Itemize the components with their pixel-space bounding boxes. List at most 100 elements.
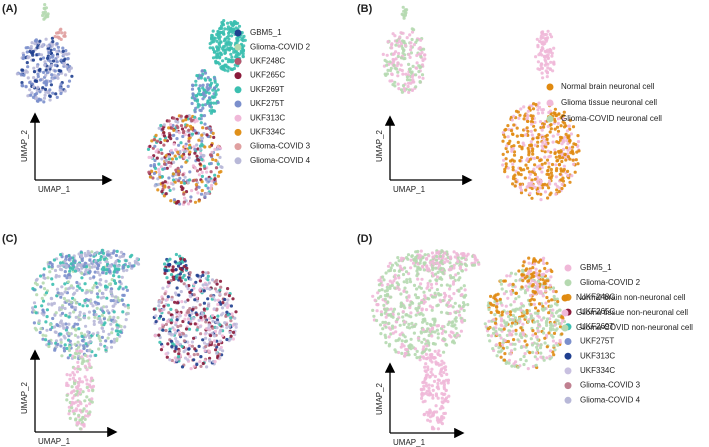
cell-point bbox=[33, 281, 38, 285]
x-axis-label: UMAP_1 bbox=[393, 185, 426, 194]
cell-point bbox=[33, 39, 38, 43]
cell-point bbox=[443, 260, 447, 264]
cell-point bbox=[536, 309, 540, 313]
cell-point bbox=[62, 63, 66, 67]
cell-point bbox=[201, 153, 205, 157]
cell-point bbox=[399, 345, 403, 349]
cell-point bbox=[39, 285, 43, 289]
cell-point bbox=[176, 325, 180, 329]
cell-point bbox=[420, 340, 424, 344]
cell-point bbox=[418, 46, 422, 50]
cell-point bbox=[536, 140, 540, 144]
cell-point bbox=[43, 276, 47, 280]
cell-point bbox=[67, 348, 71, 353]
cell-point bbox=[435, 416, 439, 420]
cell-point bbox=[529, 140, 533, 144]
cell-point bbox=[451, 282, 455, 286]
cell-point bbox=[551, 140, 555, 144]
cell-point bbox=[201, 283, 205, 287]
cell-point bbox=[223, 303, 227, 307]
cell-point bbox=[394, 57, 398, 61]
cell-point bbox=[206, 83, 210, 87]
cell-point bbox=[178, 342, 182, 346]
cell-point bbox=[536, 311, 540, 316]
cell-point bbox=[227, 294, 231, 298]
cell-point bbox=[188, 290, 192, 294]
cell-point bbox=[112, 270, 116, 274]
cell-point bbox=[111, 304, 115, 308]
cell-point bbox=[213, 86, 217, 90]
cell-point bbox=[66, 356, 70, 360]
cell-point bbox=[388, 68, 393, 73]
cell-point bbox=[156, 177, 160, 181]
cell-point bbox=[571, 162, 576, 166]
cell-point bbox=[74, 315, 78, 319]
cell-point bbox=[491, 347, 495, 351]
cell-point bbox=[42, 267, 46, 271]
cell-point bbox=[462, 308, 466, 313]
cell-point bbox=[67, 315, 71, 319]
cell-point bbox=[421, 313, 425, 317]
cell-point bbox=[15, 72, 19, 76]
cell-point bbox=[208, 338, 212, 342]
cell-point bbox=[104, 279, 108, 283]
cell-point bbox=[173, 260, 177, 264]
cell-point bbox=[446, 400, 450, 404]
cell-point bbox=[115, 339, 119, 343]
cell-point bbox=[438, 254, 443, 258]
cell-point bbox=[178, 272, 182, 276]
cell-point bbox=[158, 137, 162, 141]
cell-point bbox=[528, 293, 533, 298]
cell-point bbox=[193, 347, 197, 351]
cell-point bbox=[41, 337, 45, 341]
cell-point bbox=[176, 125, 180, 130]
cell-point bbox=[206, 100, 210, 104]
cell-point bbox=[453, 323, 457, 327]
cell-point bbox=[211, 157, 215, 162]
cell-point bbox=[210, 179, 214, 183]
cell-point bbox=[529, 302, 533, 306]
cell-point bbox=[535, 348, 540, 352]
cell-point bbox=[429, 354, 433, 359]
cell-point bbox=[182, 339, 186, 343]
cell-point bbox=[433, 374, 437, 379]
cell-point bbox=[202, 341, 207, 345]
cell-point bbox=[99, 283, 103, 287]
cell-point bbox=[54, 92, 58, 96]
cell-point bbox=[177, 312, 181, 316]
cell-point bbox=[495, 299, 499, 303]
cell-point bbox=[74, 400, 78, 404]
cell-point bbox=[536, 319, 540, 323]
cell-point bbox=[198, 93, 203, 97]
cell-point bbox=[181, 305, 185, 309]
legend-label: UKF334C bbox=[580, 366, 615, 375]
cell-point bbox=[25, 70, 29, 74]
cell-point bbox=[128, 261, 132, 265]
cell-point bbox=[536, 329, 540, 333]
cell-point bbox=[223, 27, 227, 31]
cell-point bbox=[44, 68, 48, 72]
cell-point bbox=[112, 279, 116, 283]
cell-point bbox=[40, 304, 44, 308]
cell-point bbox=[547, 311, 551, 315]
cell-point bbox=[178, 176, 182, 180]
cell-point bbox=[501, 131, 505, 135]
legend-label: Glioma-COVID neuronal cell bbox=[561, 114, 662, 123]
cell-point bbox=[168, 164, 172, 168]
cell-point bbox=[516, 110, 520, 114]
cell-point bbox=[85, 304, 89, 308]
cell-point bbox=[401, 31, 405, 35]
cell-point bbox=[397, 51, 401, 56]
cell-point bbox=[533, 355, 537, 359]
cell-point bbox=[51, 316, 55, 321]
cell-point bbox=[211, 29, 215, 33]
cell-point bbox=[560, 159, 564, 164]
cell-point bbox=[190, 132, 195, 136]
cell-point bbox=[545, 71, 550, 75]
cell-point bbox=[165, 139, 169, 143]
cell-point bbox=[216, 302, 220, 307]
cell-point bbox=[161, 317, 166, 321]
cell-point bbox=[561, 120, 565, 124]
cell-point bbox=[182, 200, 186, 204]
cell-point bbox=[409, 41, 413, 45]
